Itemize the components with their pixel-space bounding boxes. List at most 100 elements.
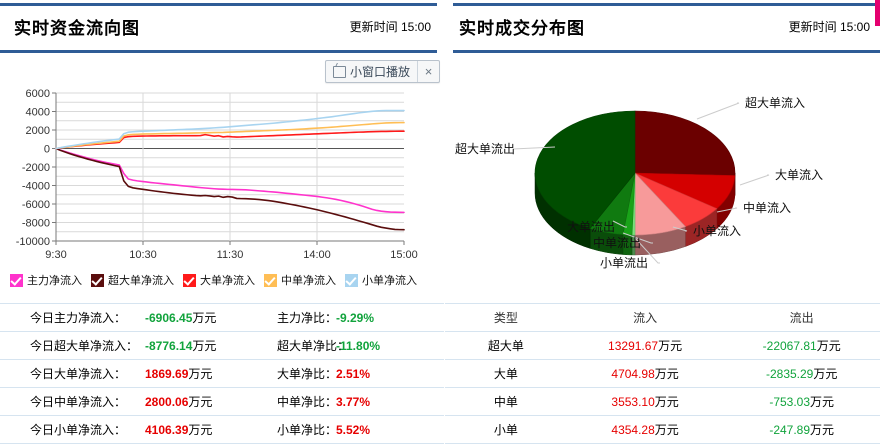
inflow-value: 3553.10	[611, 395, 655, 409]
cell-type: 小单	[493, 423, 518, 437]
update-time-label: 更新时间	[788, 20, 837, 34]
stat-value: 2800.06万元	[145, 393, 212, 410]
stat-unit: 万元	[192, 311, 217, 325]
outflow-unit: 万元	[813, 367, 838, 381]
pie-label-小单流入: 小单流入	[693, 224, 741, 238]
update-time: 更新时间 15:00	[350, 18, 431, 35]
table-header-row: 类型 流入 流出	[445, 303, 880, 331]
line-series-小单净流入	[55, 109, 405, 150]
page-title: 实时成交分布图	[459, 19, 585, 38]
legend-checkbox-icon[interactable]	[264, 273, 277, 287]
legend-checkbox-icon[interactable]	[345, 273, 358, 287]
outflow-value: -2835.29	[765, 367, 814, 381]
x-axis-tick-label: 15:00	[390, 249, 418, 261]
inflow-unit: 万元	[654, 423, 679, 437]
legend-checkbox-icon[interactable]	[91, 273, 104, 287]
trade-distribution-header: 实时成交分布图 更新时间 15:00	[445, 12, 880, 44]
stat-row: 今日小单净流入： 4106.39万元 小单净比： 5.52%	[0, 415, 445, 444]
cell-outflow: -247.89万元	[723, 421, 880, 438]
legend-label: 中单净流入	[281, 275, 336, 287]
stat-ratio-label: 大单净比：	[277, 367, 338, 381]
stat-label: 今日超大单净流入：	[30, 339, 139, 353]
y-axis-tick-label: -8000	[22, 218, 50, 230]
small-window-toolbar[interactable]: 小窗口播放 ×	[325, 60, 441, 83]
legend-label: 超大单净流入	[108, 275, 174, 287]
inflow-value: 4704.98	[611, 367, 655, 381]
pie-callout-line	[716, 207, 738, 213]
update-time-value: 15:00	[839, 20, 870, 34]
table-row: 中单 3553.10万元 -753.03万元	[445, 387, 880, 415]
legend-label: 大单净流入	[200, 275, 255, 287]
line-series-中单净流入	[55, 121, 405, 150]
panel-top-rule	[0, 3, 437, 6]
stat-row: 今日中单净流入： 2800.06万元 中单净比： 3.77%	[0, 387, 445, 415]
legend-checkbox-icon[interactable]	[10, 273, 23, 287]
pie-label-大单流入: 大单流入	[775, 168, 823, 182]
stat-value: 4106.39万元	[145, 421, 212, 438]
legend-item-1[interactable]: 超大单净流入	[91, 272, 174, 288]
pie-label-中单流入: 中单流入	[743, 200, 791, 215]
panel-header-rule	[453, 50, 880, 53]
stat-label: 今日大单净流入：	[30, 367, 127, 381]
y-axis-tick-label: 6000	[26, 88, 50, 100]
pie-callout-line	[739, 174, 770, 186]
update-time-label: 更新时间	[349, 20, 398, 34]
fund-flow-stats: 今日主力净流入： -6906.45万元 主力净比： -9.29% 今日超大单净流入： -8…	[0, 303, 445, 444]
panel-top-rule	[453, 3, 880, 6]
update-time: 更新时间 15:00	[789, 18, 870, 35]
cell-inflow: 4704.98万元	[567, 365, 724, 382]
inflow-unit: 万元	[654, 395, 679, 409]
stat-label: 今日中单净流入：	[30, 395, 127, 409]
stat-ratio-value: -11.80%	[336, 338, 381, 353]
outflow-unit: 万元	[810, 395, 835, 409]
pie-label-超大单流出: 超大单流出	[455, 141, 515, 156]
pie-slice-超大单流入[interactable]	[634, 110, 736, 176]
stat-unit: 万元	[188, 367, 213, 381]
page-title: 实时资金流向图	[14, 19, 140, 38]
cell-type: 中单	[493, 395, 518, 409]
stat-value: -6906.45万元	[145, 309, 216, 326]
fund-flow-header: 实时资金流向图 更新时间 15:00	[0, 12, 445, 44]
cell-outflow: -753.03万元	[723, 393, 880, 410]
stat-value: 1869.69万元	[145, 365, 212, 382]
pie-callout-line	[634, 237, 660, 264]
trade-distribution-pie-chart: 超大单流入 大单流入 中单流入 小单流入 小单流出 中单流出 大单流出 超大单流出	[445, 55, 880, 300]
fund-flow-line-chart: 6000 4000 2000 0 -2000 -4000 -6000 -8000 -10000 9…	[0, 82, 440, 262]
column-header-inflow: 流入	[633, 311, 658, 325]
stat-number: -8776.14	[145, 339, 193, 353]
cell-outflow: -2835.29万元	[723, 365, 880, 382]
stat-ratio-label: 中单净比：	[277, 395, 338, 409]
close-icon[interactable]: ×	[417, 61, 439, 82]
legend-item-0[interactable]: 主力净流入	[10, 272, 82, 288]
cell-type: 超大单	[487, 339, 524, 353]
panel-divider	[444, 0, 445, 446]
inflow-value: 4354.28	[611, 423, 655, 437]
stat-unit: 万元	[188, 395, 213, 409]
outflow-value: -247.89	[769, 423, 811, 437]
cell-inflow: 13291.67万元	[567, 337, 724, 354]
legend-item-4[interactable]: 小单净流入	[345, 272, 417, 288]
pie-callout-line	[622, 232, 653, 244]
y-axis-tick-label: -2000	[22, 162, 50, 174]
legend-item-2[interactable]: 大单净流入	[183, 272, 255, 288]
pie-callout-line	[512, 146, 556, 150]
legend-checkbox-icon[interactable]	[183, 273, 196, 287]
legend-item-3[interactable]: 中单净流入	[264, 272, 336, 288]
small-window-play-button[interactable]: 小窗口播放	[326, 61, 417, 82]
stat-ratio-value: 3.77%	[336, 394, 371, 409]
stat-row: 今日超大单净流入： -8776.14万元 超大单净比： -11.80%	[0, 331, 445, 359]
stat-label: 今日小单净流入：	[30, 423, 127, 437]
table-row: 大单 4704.98万元 -2835.29万元	[445, 359, 880, 387]
pie-slice-超大单流出[interactable]	[534, 110, 636, 229]
stat-value: -8776.14万元	[145, 337, 216, 354]
line-series-大单净流入	[55, 130, 405, 150]
pie-label-中单流出: 中单流出	[593, 235, 641, 250]
stat-ratio-value: 2.51%	[336, 366, 371, 381]
y-axis-tick-label: 0	[44, 144, 50, 156]
outflow-value: -22067.81	[762, 339, 817, 353]
stat-row: 今日主力净流入： -6906.45万元 主力净比： -9.29%	[0, 303, 445, 331]
inflow-unit: 万元	[658, 339, 683, 353]
table-row: 小单 4354.28万元 -247.89万元	[445, 415, 880, 444]
pie-label-大单流出: 大单流出	[567, 220, 615, 234]
trade-distribution-table: 类型 流入 流出 超大单 13291.67万元 -22067.81万元 大单 4704.98万…	[445, 303, 880, 444]
